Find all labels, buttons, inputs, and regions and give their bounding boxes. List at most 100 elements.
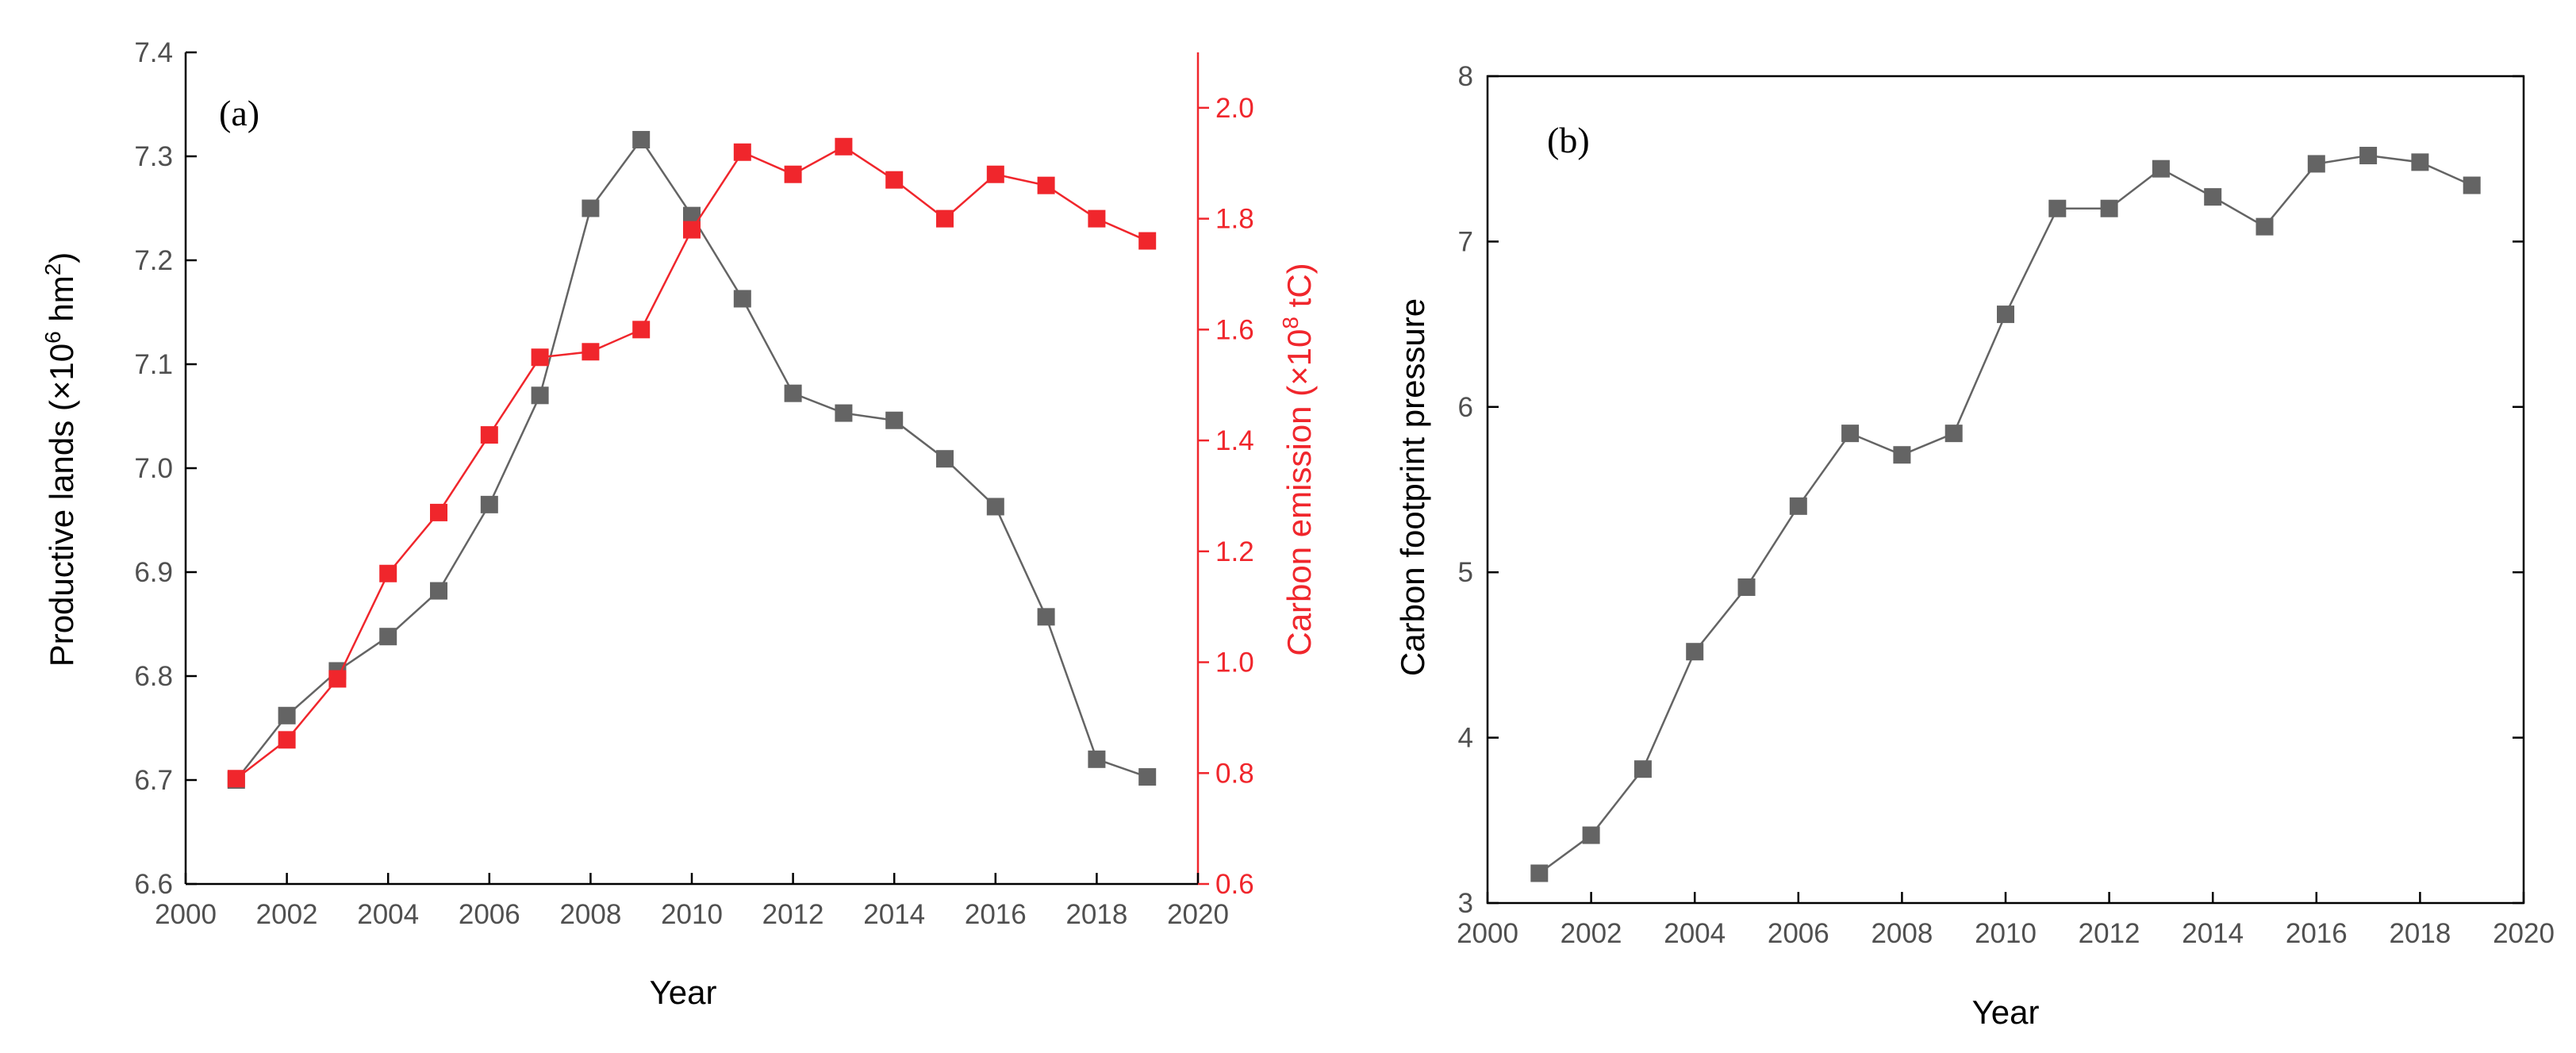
data-point-productive-lands — [784, 384, 802, 402]
data-point-productive-lands — [430, 582, 447, 600]
panel-b-y-tick-label: 5 — [1458, 557, 1473, 588]
data-point-carbon-footprint-pressure — [2463, 176, 2481, 194]
right-y-title-sup: 8 — [1278, 317, 1303, 329]
data-point-carbon-emission — [632, 321, 651, 339]
left-y-title-sup1: 6 — [40, 331, 65, 344]
data-point-carbon-footprint-pressure — [2048, 199, 2067, 217]
panel-b-y-axis-title: Carbon footprint pressure — [1394, 298, 1431, 676]
data-point-productive-lands — [683, 206, 701, 225]
panel-a-right-y-tick-label: 1.8 — [1215, 204, 1254, 235]
data-point-productive-lands — [1138, 768, 1157, 786]
data-point-carbon-footprint-pressure — [2152, 159, 2170, 178]
data-point-carbon-footprint-pressure — [2204, 188, 2222, 206]
data-point-carbon-footprint-pressure — [1634, 760, 1652, 778]
data-point-carbon-emission — [379, 564, 397, 582]
panel-b-y-tick-label: 6 — [1458, 392, 1473, 423]
data-point-carbon-footprint-pressure — [2307, 155, 2325, 173]
panel-a-x-tick-label: 2010 — [661, 899, 723, 930]
panel-a-right-y-tick-label: 1.2 — [1215, 536, 1254, 567]
panel-b-y-tick-label: 8 — [1458, 61, 1473, 92]
left-y-title-post: ) — [43, 252, 80, 263]
panel-a-left-y-tick-label: 7.4 — [134, 37, 173, 68]
data-point-productive-lands — [582, 199, 600, 217]
data-point-carbon-emission — [328, 670, 347, 688]
panel-a-left-y-tick-label: 7.3 — [134, 141, 173, 172]
panel-a-x-tick-label: 2004 — [357, 899, 419, 930]
panel-a-right-y-tick-label: 0.8 — [1215, 758, 1254, 789]
panel-b-x-tick-label: 2010 — [1975, 918, 2037, 949]
panel-a-left-y-tick-label: 6.8 — [134, 661, 173, 692]
panel-b-x-tick-label: 2004 — [1664, 918, 1726, 949]
data-point-productive-lands — [632, 131, 651, 149]
panel-a-right-y-tick-label: 1.4 — [1215, 425, 1254, 456]
data-point-carbon-footprint-pressure — [1686, 643, 1704, 661]
panel-a-left-y-tick-label: 6.6 — [134, 869, 173, 900]
panel-b: (b) Year Carbon footprint pressure 2000 2… — [1394, 61, 2555, 1031]
panel-b-y-tick-label: 7 — [1458, 226, 1473, 257]
data-point-carbon-emission — [430, 503, 447, 521]
panel-b-y-tick-label: 3 — [1458, 888, 1473, 919]
data-point-carbon-emission — [278, 731, 296, 749]
panel-b-x-tick-label: 2014 — [2182, 918, 2244, 949]
data-point-carbon-footprint-pressure — [2100, 199, 2118, 217]
panel-b-x-tick-label: 2002 — [1561, 918, 1622, 949]
data-point-productive-lands — [1037, 608, 1055, 626]
data-point-carbon-emission — [1037, 176, 1055, 194]
panel-a-left-y-tick-label: 6.9 — [134, 557, 173, 588]
panel-b-x-tick-label: 2006 — [1768, 918, 1829, 949]
panel-b-label: (b) — [1547, 120, 1590, 160]
data-point-carbon-emission — [1138, 232, 1157, 250]
panel-a-x-tick-label: 2016 — [965, 899, 1027, 930]
series-line-carbon-emission — [236, 145, 1148, 780]
panel-a-right-y-tick-label: 0.6 — [1215, 869, 1254, 900]
panel-b-x-tick-label: 2000 — [1457, 918, 1518, 949]
data-point-carbon-emission — [582, 343, 600, 361]
panel-b-x-tick-label: 2008 — [1871, 918, 1933, 949]
data-point-carbon-emission — [835, 137, 853, 156]
panel-b-y-tick-label: 4 — [1458, 723, 1473, 754]
data-point-productive-lands — [733, 290, 751, 308]
data-point-carbon-emission — [227, 770, 245, 788]
data-point-carbon-emission — [531, 348, 549, 367]
panel-a-right-y-tick-label: 1.0 — [1215, 648, 1254, 678]
data-point-carbon-emission — [480, 426, 498, 444]
panel-b-x-tick-label: 2012 — [2079, 918, 2140, 949]
panel-a: (a) Year Productive lands (×106 hm2) Car… — [40, 37, 1318, 1011]
panel-b-x-axis-title: Year — [1972, 993, 2040, 1031]
panel-b-x-tick-label: 2016 — [2286, 918, 2348, 949]
left-y-title-sup2: 2 — [40, 263, 65, 276]
data-point-carbon-footprint-pressure — [2359, 147, 2378, 165]
data-point-carbon-footprint-pressure — [1582, 826, 1600, 844]
series-line-carbon-footprint-pressure — [1538, 154, 2473, 874]
data-point-carbon-emission — [733, 143, 751, 161]
data-point-productive-lands — [1088, 750, 1106, 768]
data-point-carbon-footprint-pressure — [2255, 217, 2274, 236]
data-point-productive-lands — [885, 411, 904, 429]
panel-b-x-tick-label: 2020 — [2493, 918, 2555, 949]
data-point-carbon-emission — [936, 209, 954, 228]
data-point-productive-lands — [531, 386, 549, 405]
data-point-carbon-emission — [784, 165, 802, 183]
left-y-title-mid: hm — [43, 275, 80, 331]
data-point-carbon-footprint-pressure — [1789, 497, 1807, 515]
panel-a-right-y-tick-label: 1.6 — [1215, 314, 1254, 345]
data-point-carbon-footprint-pressure — [1944, 425, 1963, 443]
data-point-productive-lands — [278, 706, 296, 724]
panel-a-x-tick-label: 2002 — [256, 899, 318, 930]
data-point-carbon-footprint-pressure — [2411, 153, 2429, 171]
panel-a-left-y-tick-label: 7.1 — [134, 349, 173, 380]
panel-a-x-tick-label: 2006 — [459, 899, 520, 930]
data-point-carbon-footprint-pressure — [1997, 306, 2014, 324]
left-y-title-pre: Productive lands (×10 — [43, 344, 80, 667]
panel-a-x-tick-label: 2008 — [559, 899, 621, 930]
panel-a-right-y-tick-label: 2.0 — [1215, 93, 1254, 124]
panel-a-x-tick-label: 2000 — [155, 899, 217, 930]
panel-a-left-y-tick-label: 6.7 — [134, 765, 173, 796]
right-y-title-post: tC) — [1280, 263, 1318, 317]
panel-a-x-tick-label: 2020 — [1167, 899, 1229, 930]
data-point-productive-lands — [835, 404, 853, 422]
panel-a-x-tick-label: 2018 — [1065, 899, 1127, 930]
panel-a-x-tick-label: 2014 — [863, 899, 925, 930]
panel-a-right-y-axis-title: Carbon emission (×108 tC) — [1278, 263, 1318, 655]
